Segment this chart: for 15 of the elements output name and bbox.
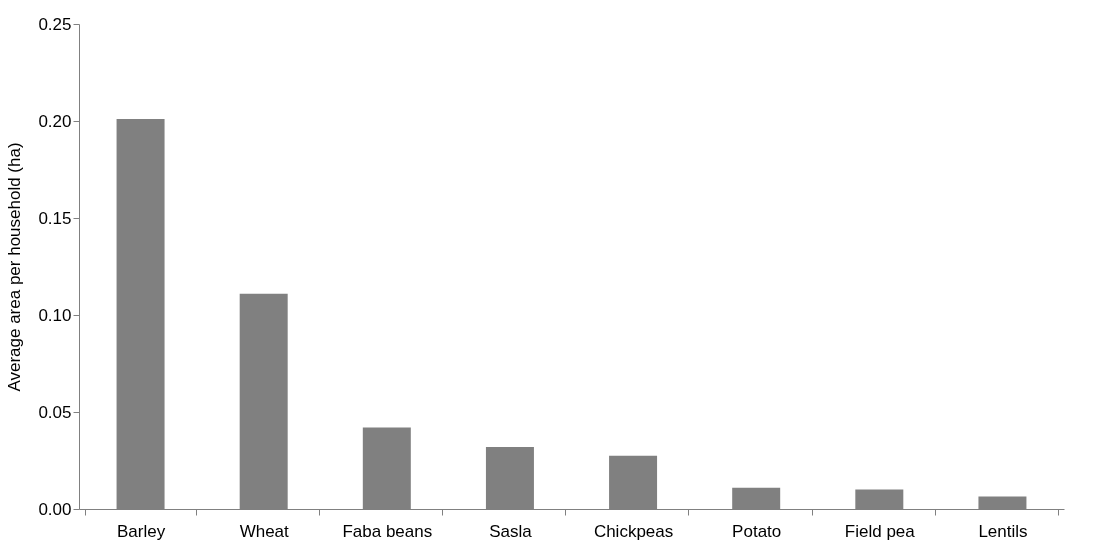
x-tick-label: Chickpeas <box>593 521 674 541</box>
x-tick-label: Sasla <box>489 521 533 541</box>
x-tick-label: Faba beans <box>342 521 433 541</box>
y-tick-label: 0.15 <box>38 208 72 228</box>
y-tick-label: 0.20 <box>38 111 72 131</box>
y-tick-label: 0.05 <box>38 402 72 422</box>
x-tick-label: Potato <box>732 521 782 541</box>
y-axis-title: Average area per household (ha) <box>5 142 25 392</box>
x-tick-label: Lentils <box>978 521 1028 541</box>
y-tick-label: 0.25 <box>38 14 72 34</box>
x-tick-label: Field pea <box>844 521 916 541</box>
y-tick-label: 0.10 <box>38 305 72 325</box>
x-tick-label: Barley <box>116 521 166 541</box>
y-tick-label: 0.00 <box>38 499 72 519</box>
x-tick-label: Wheat <box>239 521 290 541</box>
